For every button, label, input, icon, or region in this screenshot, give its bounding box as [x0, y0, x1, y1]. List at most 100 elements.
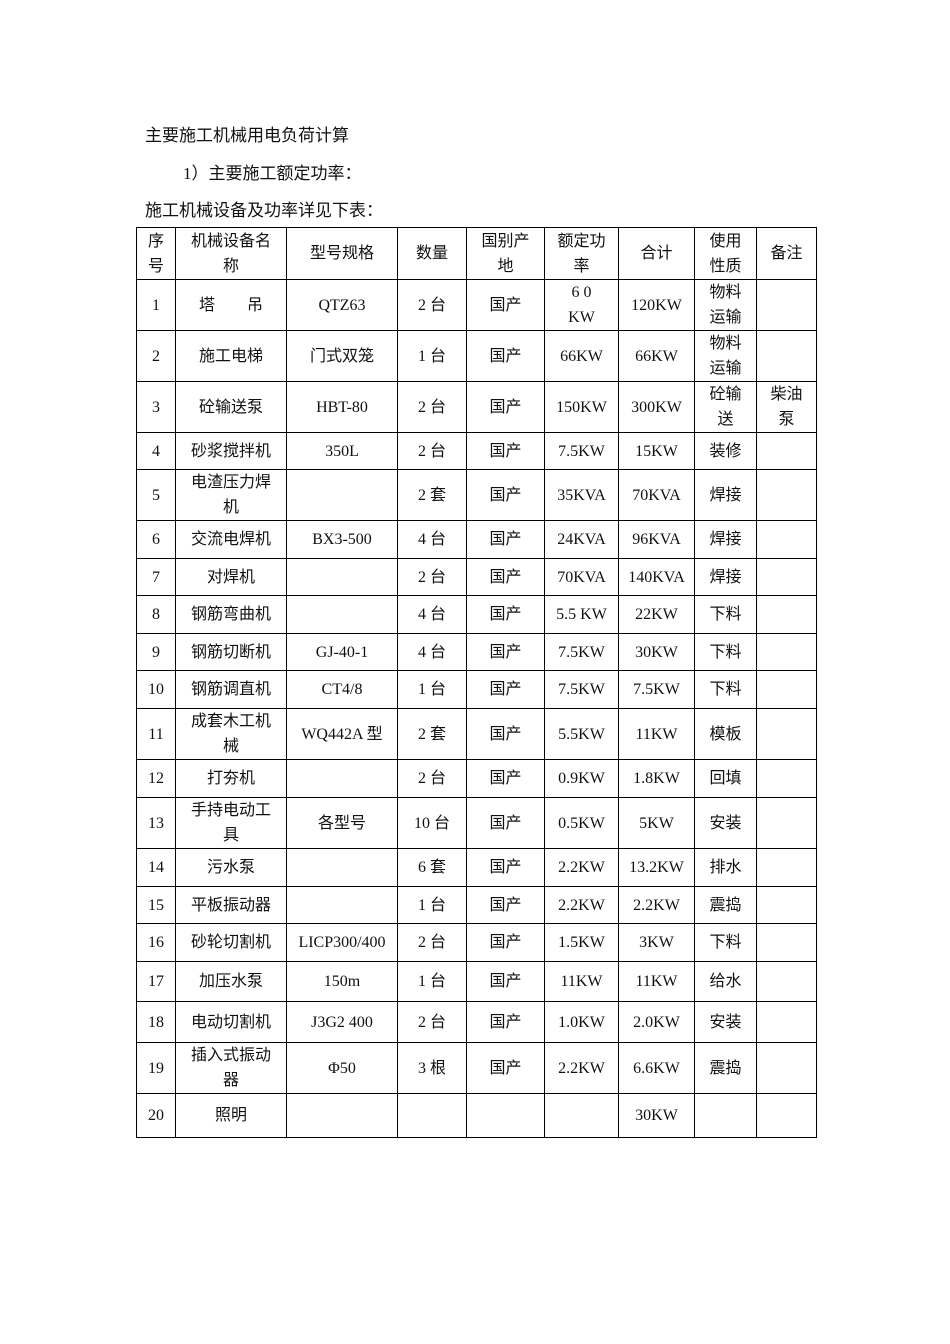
cell-rated-power: 70KVA — [544, 558, 619, 596]
cell-remark — [756, 595, 817, 634]
cell-remark — [756, 961, 817, 1002]
header-origin: 国别产地 — [466, 227, 545, 280]
cell-seq: 10 — [136, 670, 176, 709]
cell-usage: 回填 — [694, 759, 757, 798]
cell-origin: 国产 — [466, 708, 545, 760]
cell-seq: 3 — [136, 381, 176, 433]
cell-remark — [756, 797, 817, 849]
cell-remark — [756, 708, 817, 760]
table-row: 13 手持电动工具 各型号 10 台国产 0.5KW 5KW 安装 — [136, 797, 817, 849]
cell-model: LICP300/400 — [286, 923, 398, 962]
cell-quantity: 1 台 — [397, 961, 467, 1002]
cell-rated-power: 2.2KW — [544, 886, 619, 924]
cell-name: 塔 吊 — [175, 279, 287, 331]
cell-remark: 柴油泵 — [756, 381, 817, 433]
cell-usage: 模板 — [694, 708, 757, 760]
cell-seq: 8 — [136, 595, 176, 634]
cell-quantity: 2 台 — [397, 432, 467, 470]
cell-remark — [756, 279, 817, 331]
cell-remark — [756, 1042, 817, 1094]
cell-name: 插入式振动器 — [175, 1042, 287, 1094]
cell-origin: 国产 — [466, 520, 545, 559]
cell-quantity: 2 台 — [397, 381, 467, 433]
table-row: 8 钢筋弯曲机 4 台国产 5.5 KW 22KW 下料 — [136, 595, 817, 634]
cell-seq: 9 — [136, 633, 176, 671]
cell-quantity: 2 台 — [397, 558, 467, 596]
cell-rated-power: 1.0KW — [544, 1001, 619, 1043]
cell-model: CT4/8 — [286, 670, 398, 709]
cell-total: 11KW — [618, 708, 695, 760]
cell-name: 施工电梯 — [175, 330, 287, 382]
cell-usage: 震捣 — [694, 886, 757, 924]
cell-model: QTZ63 — [286, 279, 398, 331]
cell-model: 门式双笼 — [286, 330, 398, 382]
cell-seq: 12 — [136, 759, 176, 798]
cell-quantity: 1 台 — [397, 886, 467, 924]
cell-quantity: 4 台 — [397, 633, 467, 671]
table-row: 17 加压水泵 150m 1 台国产 11KW 11KW 给水 — [136, 961, 817, 1002]
cell-origin: 国产 — [466, 595, 545, 634]
cell-rated-power — [544, 1093, 619, 1138]
table-row: 5 电渣压力焊机 2 套国产 35KVA 70KVA 焊接 — [136, 469, 817, 521]
cell-quantity: 4 台 — [397, 595, 467, 634]
cell-quantity: 2 台 — [397, 279, 467, 331]
cell-seq: 16 — [136, 923, 176, 962]
cell-usage: 焊接 — [694, 469, 757, 521]
cell-usage: 给水 — [694, 961, 757, 1002]
cell-origin: 国产 — [466, 961, 545, 1002]
cell-remark — [756, 558, 817, 596]
cell-rated-power: 1.5KW — [544, 923, 619, 962]
cell-name: 平板振动器 — [175, 886, 287, 924]
cell-origin: 国产 — [466, 886, 545, 924]
header-seq: 序号 — [136, 227, 176, 280]
header-usage: 使用性质 — [694, 227, 757, 280]
cell-remark — [756, 633, 817, 671]
cell-rated-power: 5.5KW — [544, 708, 619, 760]
cell-total: 300KW — [618, 381, 695, 433]
cell-rated-power: 0.9KW — [544, 759, 619, 798]
cell-remark — [756, 330, 817, 382]
cell-name: 打夯机 — [175, 759, 287, 798]
header-quantity: 数量 — [397, 227, 467, 280]
cell-quantity: 10 台 — [397, 797, 467, 849]
cell-total: 120KW — [618, 279, 695, 331]
table-row: 12 打夯机 2 台国产 0.9KW 1.8KW 回填 — [136, 759, 817, 798]
cell-seq: 2 — [136, 330, 176, 382]
cell-quantity: 1 台 — [397, 330, 467, 382]
cell-model — [286, 558, 398, 596]
cell-name: 砼输送泵 — [175, 381, 287, 433]
cell-seq: 11 — [136, 708, 176, 760]
header-model: 型号规格 — [286, 227, 398, 280]
cell-rated-power: 0.5KW — [544, 797, 619, 849]
cell-name: 成套木工机械 — [175, 708, 287, 760]
table-intro: 施工机械设备及功率详见下表： — [145, 201, 383, 220]
cell-usage: 焊接 — [694, 520, 757, 559]
header-remark: 备注 — [756, 227, 817, 280]
cell-usage: 震捣 — [694, 1042, 757, 1094]
cell-origin: 国产 — [466, 797, 545, 849]
cell-model: WQ442A 型 — [286, 708, 398, 760]
cell-name: 砂浆搅拌机 — [175, 432, 287, 470]
cell-model — [286, 469, 398, 521]
cell-total: 30KW — [618, 1093, 695, 1138]
cell-model: BX3-500 — [286, 520, 398, 559]
cell-remark — [756, 848, 817, 887]
table-row: 7 对焊机 2 台国产 70KVA 140KVA 焊接 — [136, 558, 817, 596]
cell-rated-power: 7.5KW — [544, 633, 619, 671]
cell-total: 22KW — [618, 595, 695, 634]
cell-seq: 17 — [136, 961, 176, 1002]
cell-usage: 排水 — [694, 848, 757, 887]
cell-remark — [756, 886, 817, 924]
cell-model — [286, 886, 398, 924]
cell-quantity — [397, 1093, 467, 1138]
cell-total: 140KVA — [618, 558, 695, 596]
cell-seq: 6 — [136, 520, 176, 559]
cell-seq: 7 — [136, 558, 176, 596]
cell-remark — [756, 670, 817, 709]
cell-usage: 安装 — [694, 1001, 757, 1043]
cell-seq: 5 — [136, 469, 176, 521]
cell-rated-power: 7.5KW — [544, 432, 619, 470]
cell-rated-power: 7.5KW — [544, 670, 619, 709]
